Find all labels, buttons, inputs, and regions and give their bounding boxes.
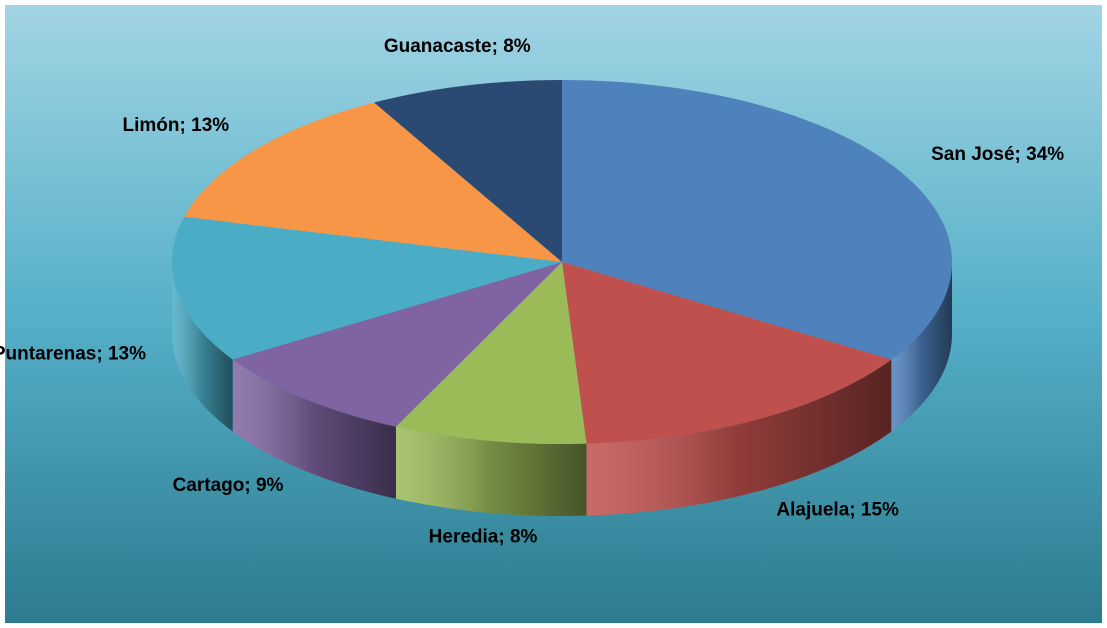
- data-label: Cartago; 9%: [173, 475, 284, 496]
- label-separator: ;: [498, 527, 510, 548]
- label-separator: ;: [492, 36, 504, 57]
- label-separator: ;: [1015, 144, 1027, 165]
- slice-side-shade: [172, 262, 233, 432]
- data-label: Alajuela; 15%: [776, 500, 899, 521]
- label-value: 9%: [256, 475, 284, 496]
- label-separator: ;: [180, 115, 192, 136]
- labels: San José; 34% Alajuela; 15% Heredia; 8% Car…: [0, 36, 1064, 548]
- label-value: 8%: [510, 527, 538, 548]
- label-value: 8%: [503, 36, 531, 57]
- slice: [395, 262, 587, 445]
- slice-side-shade: [232, 359, 396, 499]
- data-label: Guanacaste; 8%: [384, 36, 531, 57]
- slice: [562, 80, 953, 360]
- label-category: Heredia: [429, 527, 499, 548]
- tops: [171, 80, 953, 445]
- slice-side-shade: [586, 359, 892, 516]
- slice-side-shade: [891, 262, 952, 432]
- slice: [232, 262, 563, 427]
- label-value: 34%: [1026, 144, 1064, 165]
- slice: [184, 102, 562, 263]
- label-separator: ;: [244, 475, 256, 496]
- label-category: Puntarenas: [0, 343, 96, 364]
- label-value: 13%: [191, 115, 229, 136]
- label-category: San José: [931, 144, 1014, 165]
- label-category: Limón: [123, 115, 180, 136]
- data-label: Limón; 13%: [123, 115, 230, 136]
- data-label: San José; 34%: [931, 144, 1064, 165]
- label-category: Alajuela: [776, 500, 849, 521]
- label-value: 13%: [108, 343, 146, 364]
- label-category: Guanacaste: [384, 36, 492, 57]
- label-separator: ;: [96, 343, 108, 364]
- slice: [562, 262, 892, 444]
- slice: [171, 216, 562, 360]
- slice-side-shade: [395, 426, 587, 516]
- sides: [172, 262, 952, 516]
- label-value: 15%: [861, 500, 899, 521]
- label-separator: ;: [849, 500, 861, 521]
- slice: [374, 80, 562, 262]
- data-label: Puntarenas; 13%: [0, 343, 146, 364]
- data-label: Heredia; 8%: [429, 527, 538, 548]
- label-category: Cartago: [173, 475, 245, 496]
